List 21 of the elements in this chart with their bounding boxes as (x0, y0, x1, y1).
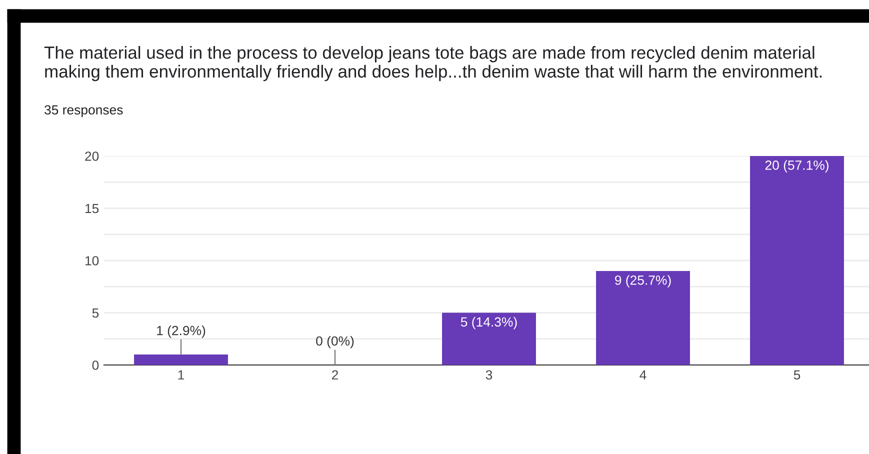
bar (442, 312, 536, 365)
data-label: 20 (57.1%) (765, 160, 828, 172)
x-tick-label: 4 (640, 370, 646, 380)
data-label: 9 (25.7%) (615, 275, 671, 288)
bar (750, 156, 844, 365)
data-label: 0 (0%) (316, 336, 354, 348)
data-label: 1 (2.9%) (157, 326, 206, 338)
x-tick-label: 3 (486, 370, 492, 380)
y-tick-label: 15 (85, 204, 99, 214)
chart-subtitle: 35 responses (44, 105, 123, 118)
bar (596, 270, 690, 365)
y-tick-label: 0 (92, 360, 99, 370)
x-tick-label: 5 (794, 370, 800, 380)
x-tick-label: 1 (178, 370, 184, 380)
bar (134, 354, 228, 365)
chart-title: The material used in the process to develop jeans tote bags are made from recycled denim material making them environmentally friendly and does help...th denim waste that will harm the environment. (44, 46, 822, 82)
y-tick-label: 10 (85, 256, 99, 266)
y-tick-label: 5 (92, 308, 99, 318)
y-tick-label: 20 (85, 152, 99, 161)
data-label: 5 (14.3%) (460, 316, 517, 330)
x-tick-label: 2 (332, 370, 338, 380)
